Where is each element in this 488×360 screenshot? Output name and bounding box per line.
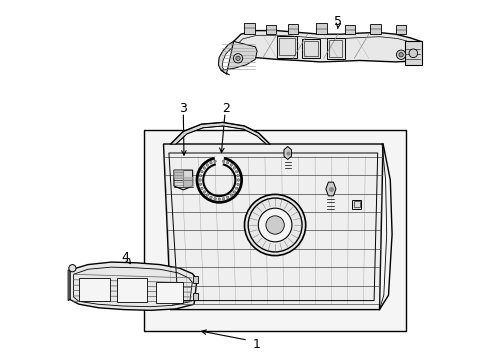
Circle shape xyxy=(236,175,239,177)
Circle shape xyxy=(236,183,239,185)
Circle shape xyxy=(222,197,224,200)
Circle shape xyxy=(201,187,203,190)
Bar xyxy=(276,36,296,58)
Bar xyxy=(352,200,361,209)
Bar xyxy=(329,40,342,57)
Bar xyxy=(279,38,294,55)
Bar xyxy=(193,293,197,300)
Circle shape xyxy=(209,161,212,164)
Polygon shape xyxy=(174,170,192,190)
Circle shape xyxy=(396,50,405,59)
Circle shape xyxy=(199,183,202,185)
Circle shape xyxy=(244,194,305,256)
Bar xyxy=(265,25,276,34)
Circle shape xyxy=(235,187,237,190)
Circle shape xyxy=(222,160,224,163)
Bar xyxy=(316,23,326,34)
Polygon shape xyxy=(163,144,382,310)
Circle shape xyxy=(265,216,284,234)
Bar xyxy=(117,278,147,302)
Bar xyxy=(353,201,359,207)
Bar xyxy=(244,23,254,34)
Circle shape xyxy=(258,208,291,242)
Circle shape xyxy=(203,191,205,193)
Circle shape xyxy=(201,170,203,173)
Circle shape xyxy=(233,54,242,63)
Text: 5: 5 xyxy=(333,15,342,28)
Polygon shape xyxy=(70,262,197,310)
Polygon shape xyxy=(183,177,192,186)
Circle shape xyxy=(213,160,216,163)
Circle shape xyxy=(203,167,205,169)
Polygon shape xyxy=(68,270,70,301)
Circle shape xyxy=(199,175,202,177)
Polygon shape xyxy=(325,182,335,196)
Circle shape xyxy=(233,167,235,169)
Wedge shape xyxy=(215,157,223,167)
Circle shape xyxy=(205,194,208,196)
Polygon shape xyxy=(170,122,269,144)
Circle shape xyxy=(235,170,237,173)
Text: 4: 4 xyxy=(121,251,129,264)
Bar xyxy=(370,24,380,34)
Circle shape xyxy=(213,197,216,200)
Bar xyxy=(193,276,197,283)
Circle shape xyxy=(209,196,212,199)
Bar xyxy=(302,39,320,58)
Circle shape xyxy=(233,191,235,193)
Circle shape xyxy=(226,196,228,199)
Circle shape xyxy=(69,265,76,272)
Circle shape xyxy=(218,198,220,201)
Circle shape xyxy=(237,179,239,181)
Polygon shape xyxy=(174,170,183,177)
Bar xyxy=(304,41,317,56)
Text: 2: 2 xyxy=(222,102,229,114)
Circle shape xyxy=(229,194,232,196)
Circle shape xyxy=(398,53,403,57)
Bar xyxy=(395,25,405,34)
Polygon shape xyxy=(284,147,291,159)
Circle shape xyxy=(408,49,417,58)
Bar xyxy=(345,25,355,34)
Polygon shape xyxy=(231,31,420,62)
Polygon shape xyxy=(218,41,236,75)
Circle shape xyxy=(205,164,208,166)
Bar xyxy=(156,282,183,303)
Circle shape xyxy=(199,179,201,181)
Circle shape xyxy=(229,164,232,166)
Bar xyxy=(79,278,109,301)
Text: 1: 1 xyxy=(253,338,261,351)
Bar xyxy=(287,24,297,34)
Circle shape xyxy=(235,56,240,60)
Bar xyxy=(143,130,406,331)
Bar xyxy=(326,38,344,59)
Polygon shape xyxy=(221,41,257,74)
Text: 3: 3 xyxy=(179,102,187,114)
Circle shape xyxy=(226,161,228,164)
Bar xyxy=(404,41,421,65)
